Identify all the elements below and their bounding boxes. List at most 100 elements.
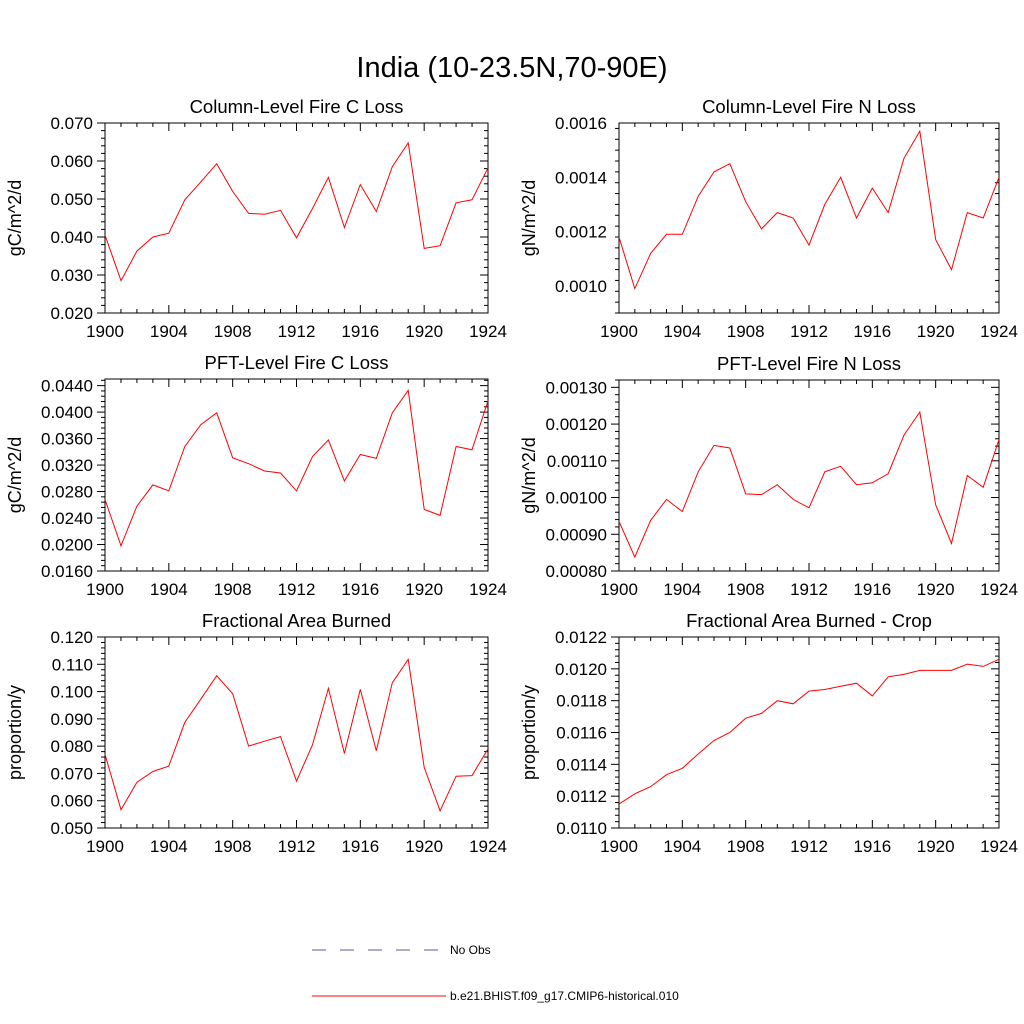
x-tick-label: 1920: [917, 837, 955, 856]
plot-frame: [104, 636, 489, 829]
x-tick-label: 1916: [341, 580, 379, 599]
x-tick-label: 1924: [469, 580, 507, 599]
y-tick-label: 0.00100: [546, 489, 607, 508]
y-tick-label: 0.060: [50, 152, 93, 171]
y-tick-label: 0.0120: [555, 660, 607, 679]
x-tick-label: 1920: [405, 837, 443, 856]
x-tick-label: 1900: [600, 837, 638, 856]
y-tick-label: 0.0016: [555, 114, 607, 133]
panel-title: Column-Level Fire C Loss: [190, 96, 404, 117]
panel-2: Column-Level Fire N Loss gN/m^2/d 1900 1904…: [519, 96, 1018, 341]
panel-title: Fractional Area Burned: [202, 610, 391, 631]
y-tick-label: 0.100: [50, 683, 93, 702]
x-tick-label: 1904: [150, 580, 188, 599]
y-tick-label: 0.120: [50, 628, 93, 647]
x-tick-label: 1912: [278, 322, 316, 341]
x-tick-label: 1904: [663, 837, 701, 856]
y-tick-label: 0.00110: [547, 452, 607, 471]
x-tick-label: 1908: [214, 580, 252, 599]
y-tick-label: 0.050: [50, 819, 93, 838]
x-tick-label: 1916: [853, 837, 891, 856]
y-tick-label: 0.080: [50, 737, 93, 756]
panels: Column-Level Fire C Loss gC/m^2/d 1900 1904…: [5, 96, 1018, 856]
x-tick-label: 1904: [663, 580, 701, 599]
y-tick-label: 0.0112: [556, 787, 607, 806]
y-tick-label: 0.070: [50, 114, 93, 133]
y-tick-label: 0.0012: [555, 223, 607, 242]
x-tick-label: 1920: [405, 322, 443, 341]
x-tick-label: 1900: [86, 837, 124, 856]
legend-item: b.e21.BHIST.f09_g17.CMIP6-historical.010: [312, 989, 679, 1003]
x-tick-label: 1924: [980, 580, 1018, 599]
plot-frame: [618, 379, 1000, 572]
series-line: [618, 658, 1000, 805]
x-tick-label: 1904: [150, 837, 188, 856]
y-tick-label: 0.0114: [556, 755, 607, 774]
y-tick-label: 0.030: [50, 266, 93, 285]
y-tick-label: 0.0240: [41, 509, 93, 528]
y-tick-label: 0.00080: [546, 562, 607, 581]
x-tick-label: 1904: [150, 322, 188, 341]
x-tick-label: 1912: [790, 580, 828, 599]
y-tick-label: 0.060: [50, 792, 93, 811]
y-tick-label: 0.070: [50, 764, 93, 783]
x-tick-label: 1920: [917, 322, 955, 341]
x-tick-label: 1916: [853, 580, 891, 599]
x-tick-label: 1900: [86, 322, 124, 341]
plot-frame: [618, 122, 1000, 314]
panel-1: Column-Level Fire C Loss gC/m^2/d 1900 1904…: [5, 96, 507, 341]
x-tick-label: 1908: [214, 837, 252, 856]
figure-title: India (10-23.5N,70-90E): [356, 52, 667, 84]
x-tick-label: 1916: [853, 322, 891, 341]
panel-title: PFT-Level Fire C Loss: [204, 352, 388, 373]
y-tick-label: 0.0200: [41, 536, 93, 555]
y-tick-label: 0.0116: [556, 724, 607, 743]
panel-3: PFT-Level Fire C Loss gC/m^2/d 1900 1904 190…: [5, 352, 507, 599]
x-tick-label: 1924: [469, 837, 507, 856]
series-line: [104, 388, 489, 548]
x-tick-label: 1908: [727, 837, 765, 856]
y-axis-label: proportion/y: [519, 685, 539, 780]
y-axis-label: gC/m^2/d: [5, 437, 25, 513]
x-tick-label: 1900: [600, 580, 638, 599]
y-tick-label: 0.0010: [555, 277, 607, 296]
y-tick-label: 0.0160: [41, 562, 93, 581]
y-tick-label: 0.00130: [546, 378, 607, 397]
x-tick-label: 1900: [600, 322, 638, 341]
series-line: [618, 129, 1000, 291]
y-tick-label: 0.0122: [555, 628, 607, 647]
y-tick-label: 0.0440: [41, 377, 93, 396]
x-tick-label: 1908: [727, 580, 765, 599]
y-axis-label: proportion/y: [5, 685, 25, 780]
y-axis-label: gN/m^2/d: [519, 437, 539, 513]
y-axis-label: gC/m^2/d: [5, 180, 25, 256]
panel-4: PFT-Level Fire N Loss gN/m^2/d 1900 1904 190…: [519, 353, 1018, 599]
y-tick-label: 0.00120: [546, 415, 607, 434]
y-tick-label: 0.020: [50, 304, 93, 323]
legend-label: No Obs: [450, 943, 491, 957]
x-tick-label: 1916: [341, 837, 379, 856]
y-tick-label: 0.00090: [546, 525, 607, 544]
y-tick-label: 0.0320: [41, 456, 93, 475]
panel-title: PFT-Level Fire N Loss: [717, 353, 901, 374]
y-tick-label: 0.110: [52, 655, 93, 674]
x-tick-label: 1916: [341, 322, 379, 341]
y-tick-label: 0.090: [50, 710, 93, 729]
panel-6: Fractional Area Burned - Crop proportion/…: [519, 610, 1018, 856]
plot-frame: [104, 378, 489, 572]
y-tick-label: 0.0400: [41, 403, 93, 422]
y-tick-label: 0.040: [50, 228, 93, 247]
y-tick-label: 0.0280: [41, 483, 93, 502]
legend-label: b.e21.BHIST.f09_g17.CMIP6-historical.010: [450, 989, 679, 1003]
legend-item: No Obs: [312, 943, 491, 957]
series-line: [104, 658, 489, 813]
panel-5: Fractional Area Burned proportion/y 1900 19…: [5, 610, 507, 856]
y-axis-label: gN/m^2/d: [519, 180, 539, 256]
series-line: [618, 410, 1000, 559]
x-tick-label: 1904: [663, 322, 701, 341]
x-tick-label: 1924: [980, 322, 1018, 341]
x-tick-label: 1912: [278, 580, 316, 599]
x-tick-label: 1900: [86, 580, 124, 599]
x-tick-label: 1912: [790, 837, 828, 856]
